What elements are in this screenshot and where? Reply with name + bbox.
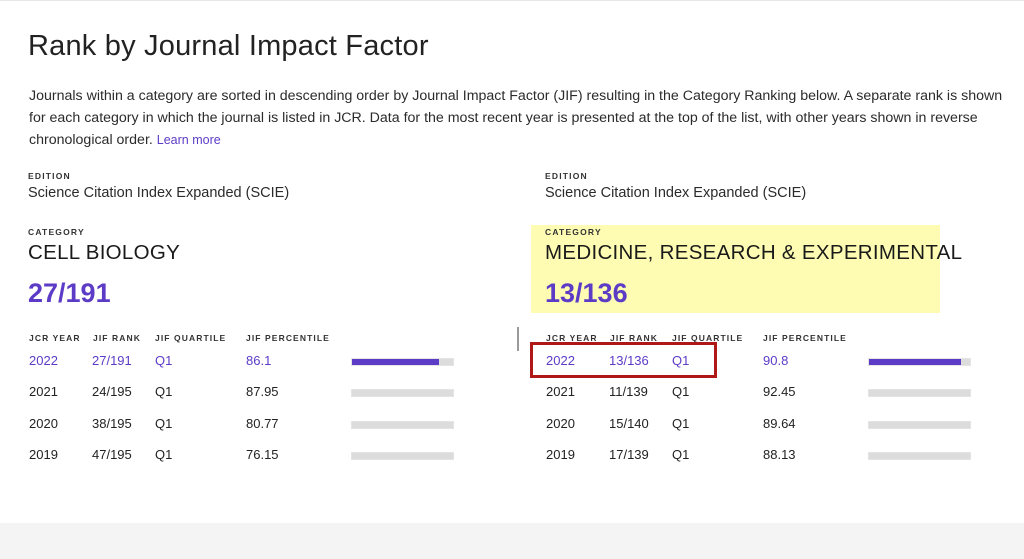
percentile-bar-fill xyxy=(869,453,958,459)
jif-percentile-cell: 87.95 xyxy=(246,384,279,399)
jif-rank-cell: 38/195 xyxy=(92,416,132,431)
header-jif-percentile: JIF PERCENTILE xyxy=(763,333,847,343)
header-jcr-year: JCR YEAR xyxy=(546,333,598,343)
jif-quartile-cell: Q1 xyxy=(672,416,690,431)
edition-label: EDITION xyxy=(545,171,588,181)
jif-quartile-cell: Q1 xyxy=(672,447,690,462)
jif-rank-cell: 11/139 xyxy=(609,384,648,399)
percentile-bar-fill xyxy=(352,359,439,365)
category-rank: 27/191 xyxy=(28,278,111,308)
jif-quartile-cell[interactable]: Q1 xyxy=(155,353,173,368)
header-jif-quartile: JIF QUARTILE xyxy=(672,333,744,343)
jcr-year-cell[interactable]: 2022 xyxy=(29,353,58,368)
category-name: CELL BIOLOGY xyxy=(28,241,181,264)
header-jif-percentile: JIF PERCENTILE xyxy=(246,333,330,343)
jif-quartile-cell: Q1 xyxy=(155,416,173,431)
percentile-bar xyxy=(351,389,454,397)
jif-percentile-cell: 88.13 xyxy=(763,447,796,462)
jif-rank-cell[interactable]: 13/136 xyxy=(609,353,649,368)
jcr-year-cell: 2019 xyxy=(546,447,575,462)
jif-quartile-cell: Q1 xyxy=(155,384,173,399)
jif-percentile-cell: 76.15 xyxy=(246,447,279,462)
header-jif-quartile: JIF QUARTILE xyxy=(155,333,227,343)
page-title: Rank by Journal Impact Factor xyxy=(28,30,429,62)
jif-quartile-cell: Q1 xyxy=(155,447,173,462)
jif-percentile-cell[interactable]: 90.8 xyxy=(763,353,789,368)
description: Journals within a category are sorted in… xyxy=(29,85,1009,151)
header-jcr-year: JCR YEAR xyxy=(29,333,81,343)
jif-rank-cell: 17/139 xyxy=(609,447,649,462)
description-text: Journals within a category are sorted in… xyxy=(29,88,1003,148)
header-jif-rank: JIF RANK xyxy=(610,333,658,343)
jif-percentile-cell: 92.45 xyxy=(763,384,796,399)
annotation-red-box xyxy=(530,342,717,378)
jcr-year-cell: 2021 xyxy=(546,384,575,399)
jcr-year-cell: 2020 xyxy=(29,416,58,431)
percentile-bar xyxy=(868,421,971,429)
percentile-bar-fill xyxy=(352,422,434,428)
category-label: CATEGORY xyxy=(545,227,602,237)
top-border xyxy=(0,0,1024,1)
edition-value: Science Citation Index Expanded (SCIE) xyxy=(28,185,290,201)
jif-percentile-cell: 80.77 xyxy=(246,416,279,431)
jif-rank-cell: 47/195 xyxy=(92,447,132,462)
footer-band xyxy=(0,523,1024,559)
jif-rank-cell[interactable]: 27/191 xyxy=(92,353,132,368)
percentile-bar xyxy=(868,358,971,366)
jif-percentile-cell: 89.64 xyxy=(763,416,796,431)
jif-quartile-cell: Q1 xyxy=(672,384,690,399)
jif-quartile-cell[interactable]: Q1 xyxy=(672,353,690,368)
percentile-bar xyxy=(868,452,971,460)
header-jif-rank: JIF RANK xyxy=(93,333,141,343)
edition-label: EDITION xyxy=(28,171,71,181)
category-rank: 13/136 xyxy=(545,278,628,308)
jif-percentile-cell[interactable]: 86.1 xyxy=(246,353,272,368)
category-name: MEDICINE, RESEARCH & EXPERIMENTAL xyxy=(545,241,963,264)
jcr-year-cell: 2020 xyxy=(546,416,575,431)
percentile-bar-fill xyxy=(869,359,961,365)
percentile-bar-fill xyxy=(869,422,960,428)
percentile-bar xyxy=(868,389,971,397)
jcr-year-cell: 2019 xyxy=(29,447,58,462)
percentile-bar xyxy=(351,452,454,460)
percentile-bar xyxy=(351,358,454,366)
jcr-year-cell: 2021 xyxy=(29,384,58,399)
category-label: CATEGORY xyxy=(28,227,85,237)
learn-more-link[interactable]: Learn more xyxy=(156,133,221,147)
highlight-marker xyxy=(531,225,940,313)
column-divider xyxy=(517,327,519,351)
jif-rank-cell: 15/140 xyxy=(609,416,649,431)
percentile-bar xyxy=(351,421,454,429)
jif-rank-cell: 24/195 xyxy=(92,384,132,399)
percentile-bar-fill xyxy=(352,453,429,459)
percentile-bar-fill xyxy=(869,390,963,396)
percentile-bar-fill xyxy=(352,390,441,396)
jcr-year-cell[interactable]: 2022 xyxy=(546,353,575,368)
edition-value: Science Citation Index Expanded (SCIE) xyxy=(545,185,807,201)
